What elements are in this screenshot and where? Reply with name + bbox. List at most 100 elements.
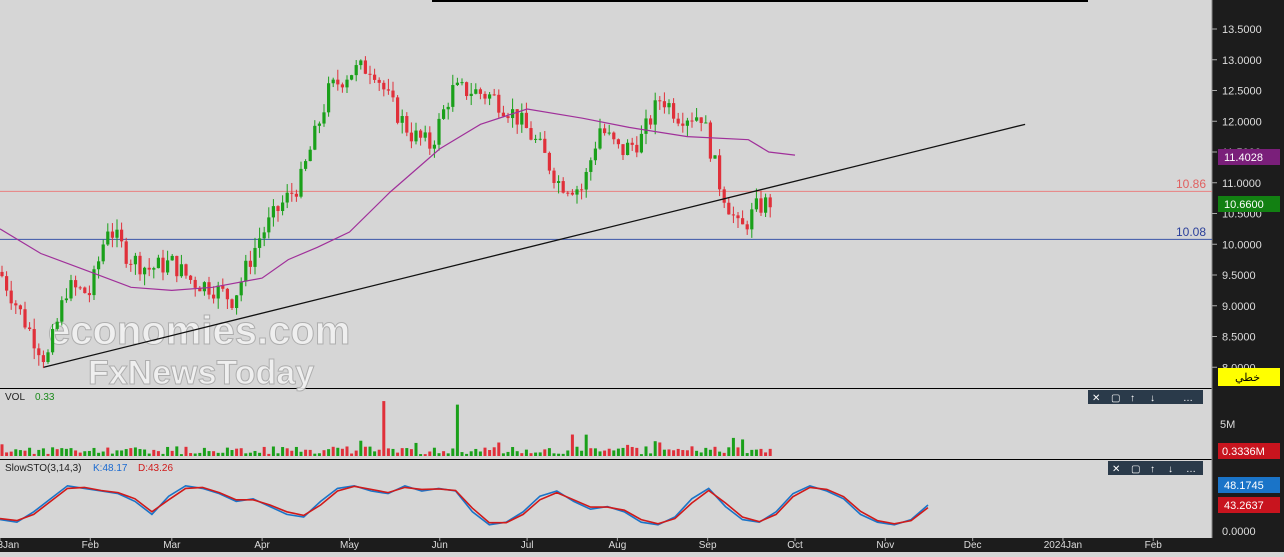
candle-body (455, 82, 459, 86)
move-up-icon[interactable]: ↑ (1150, 464, 1155, 475)
volume-bar (101, 451, 105, 456)
candle-body (690, 120, 694, 122)
volume-bar (736, 447, 740, 456)
volume-bar (198, 452, 202, 456)
candle-body (170, 255, 174, 261)
candle-body (350, 75, 354, 80)
volume-bar (124, 449, 128, 456)
volume-bar (41, 448, 45, 456)
volume-bar (428, 451, 432, 456)
line-type-label[interactable]: خطي (1235, 372, 1260, 384)
candle-body (0, 271, 4, 277)
more-icon[interactable]: … (1183, 393, 1193, 404)
price-tick-label: 13.0000 (1222, 55, 1262, 67)
volume-bar (110, 453, 114, 456)
restore-icon[interactable]: ▢ (1131, 464, 1140, 475)
candle-body (529, 128, 533, 140)
time-tick-label: Dec (964, 540, 982, 551)
line-type-badge[interactable] (1218, 368, 1280, 386)
volume-bar (547, 448, 551, 456)
candle-body (474, 89, 478, 94)
volume-bar (322, 450, 326, 456)
candle-body (129, 263, 133, 265)
volume-bar (189, 453, 193, 456)
move-down-icon[interactable]: ↓ (1150, 393, 1155, 404)
move-up-icon[interactable]: ↑ (1130, 393, 1135, 404)
support-label: 10.08 (1176, 225, 1206, 239)
candle-body (308, 149, 312, 162)
volume-bar (55, 449, 59, 456)
candle-body (336, 79, 340, 85)
candle-body (198, 287, 202, 292)
volume-bar (368, 446, 372, 456)
volume-bar (501, 453, 505, 456)
candle-body (520, 112, 524, 125)
volume-bar (745, 453, 749, 456)
volume-bar (437, 453, 441, 456)
volume-bar (469, 451, 473, 456)
volume-bar (14, 449, 18, 456)
volume-bar (685, 450, 689, 456)
candle-body (262, 232, 266, 239)
sto-k-badge-value: 48.1745 (1224, 480, 1264, 492)
time-tick-label: Nov (876, 540, 894, 551)
volume-bar (409, 449, 413, 456)
candle-body (276, 206, 280, 212)
vol-panel-controls: ✕ ▢ ↑ ↓ … (1088, 390, 1203, 404)
volume-bar (704, 447, 708, 456)
sto-k-line (0, 484, 929, 526)
volume-bar (97, 452, 101, 456)
volume-bar (313, 453, 317, 456)
candle-body (322, 112, 326, 124)
time-tick-label: Feb (1145, 540, 1163, 551)
candle-body (235, 295, 239, 308)
candle-body (175, 255, 179, 277)
volume-bar (225, 447, 229, 456)
candle-body (442, 109, 446, 119)
restore-icon[interactable]: ▢ (1111, 393, 1120, 404)
candle-body (653, 100, 657, 125)
candle-body (124, 241, 128, 264)
sto-panel-bg (0, 460, 1212, 538)
more-icon[interactable]: … (1186, 464, 1196, 475)
candle-body (152, 268, 156, 270)
candle-body (400, 116, 404, 123)
volume-bar (653, 441, 657, 456)
volume-bar (386, 448, 390, 456)
candle-body (451, 85, 455, 107)
close-icon[interactable]: ✕ (1092, 393, 1100, 404)
time-tick-label: May (340, 540, 359, 551)
volume-bar (28, 447, 32, 456)
candle-body (524, 112, 528, 129)
volume-bar (308, 449, 312, 456)
candle-body (193, 279, 197, 288)
candle-body (566, 192, 570, 194)
volume-bar (630, 446, 634, 456)
volume-bar (529, 453, 533, 456)
candle-body (313, 125, 317, 150)
volume-bar (566, 450, 570, 456)
candle-body (285, 192, 289, 203)
bottom-axis-bg (0, 538, 1284, 552)
candle-body (331, 79, 335, 84)
price-tick-label: 12.0000 (1222, 116, 1262, 128)
candle-body (446, 106, 450, 110)
volume-bar (405, 448, 409, 456)
candle-body (87, 293, 91, 296)
price-tick-label: 9.0000 (1222, 301, 1256, 313)
candle-body (382, 82, 386, 90)
price-tick-label: 10.0000 (1222, 239, 1262, 251)
volume-bar (354, 450, 358, 456)
volume-bar (612, 450, 616, 456)
candle-body (736, 215, 740, 219)
move-down-icon[interactable]: ↓ (1168, 464, 1173, 475)
price-tick-label: 12.5000 (1222, 86, 1262, 98)
volume-bar (520, 453, 524, 456)
candle-body (248, 260, 252, 267)
close-icon[interactable]: ✕ (1112, 464, 1120, 475)
volume-bar (64, 448, 68, 456)
candle-body (161, 257, 165, 273)
volume-bar (575, 446, 579, 456)
candle-body (64, 298, 68, 301)
candle-body (492, 94, 496, 96)
